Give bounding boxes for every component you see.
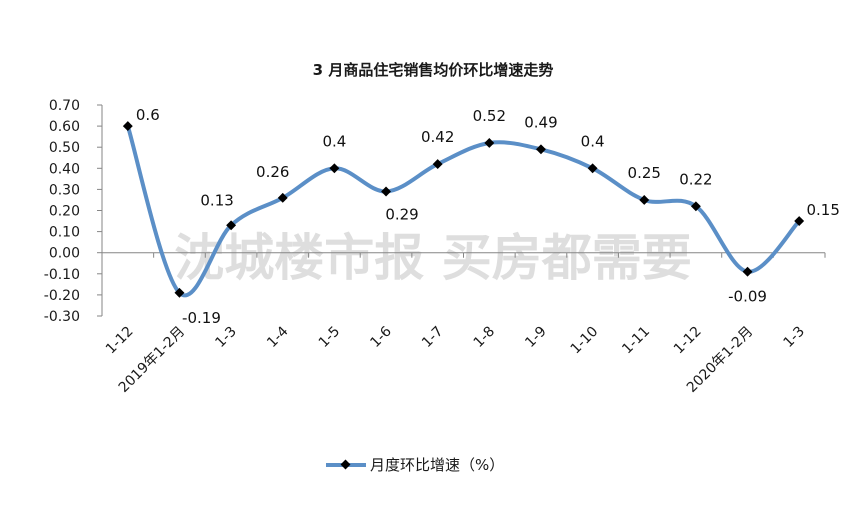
data-series bbox=[122, 121, 805, 298]
data-label: 0.13 bbox=[200, 191, 233, 209]
data-label: 0.6 bbox=[136, 106, 160, 124]
x-tick-label: 1-12 bbox=[103, 324, 137, 358]
diamond-marker-icon bbox=[639, 195, 650, 205]
x-tick-label: 1-12 bbox=[671, 324, 705, 358]
diamond-marker-icon bbox=[794, 216, 805, 226]
y-tick-label: 0.10 bbox=[49, 225, 80, 241]
data-label: 0.22 bbox=[679, 170, 712, 188]
diamond-marker-icon bbox=[329, 163, 340, 174]
x-tick-label: 1-3 bbox=[212, 324, 239, 351]
x-tick-label: 1-6 bbox=[367, 323, 395, 351]
diamond-marker-icon bbox=[226, 220, 237, 231]
y-axis: 0.70 0.60 0.50 0.40 0.30 0.20 0.10 0.00 -0.10 -0.… bbox=[44, 98, 103, 325]
data-labels: 0.6 -0.19 0.13 0.26 0.4 0.29 0.42 0.52 0.49 0.4 0.… bbox=[136, 106, 840, 327]
y-tick-label: 0.70 bbox=[49, 98, 80, 114]
diamond-marker-icon bbox=[742, 266, 753, 277]
legend: 月度环比增速（%） bbox=[326, 456, 504, 474]
y-tick-label: 0.60 bbox=[49, 119, 80, 135]
watermark: 沈城楼市报 买房都需要 bbox=[174, 229, 691, 287]
y-tick-label: 0.50 bbox=[49, 140, 80, 156]
data-label: 0.42 bbox=[421, 128, 454, 146]
diamond-marker-icon bbox=[690, 201, 701, 212]
y-tick-label: -0.20 bbox=[44, 288, 80, 304]
x-tick-label: 1-4 bbox=[264, 323, 292, 351]
diamond-marker-icon bbox=[587, 163, 598, 174]
x-tick-label: 1-3 bbox=[781, 324, 808, 351]
data-label: -0.09 bbox=[728, 288, 767, 306]
diamond-marker-icon bbox=[432, 159, 443, 170]
y-tick-label: 0.30 bbox=[49, 182, 80, 198]
x-tick-label: 1-9 bbox=[522, 324, 549, 351]
y-tick-label: 0.20 bbox=[49, 204, 80, 220]
diamond-marker-icon bbox=[277, 192, 288, 203]
data-label: 0.29 bbox=[385, 206, 418, 224]
watermark-text: 沈城楼市报 买房都需要 bbox=[174, 229, 691, 287]
data-label: 0.25 bbox=[628, 164, 661, 182]
y-tick-label: 0.40 bbox=[49, 161, 80, 177]
legend-label: 月度环比增速（%） bbox=[370, 456, 504, 474]
data-label: 0.15 bbox=[806, 201, 839, 219]
legend-marker-icon bbox=[340, 459, 351, 470]
diamond-marker-icon bbox=[381, 186, 391, 197]
diamond-marker-icon bbox=[174, 287, 185, 298]
diamond-marker-icon bbox=[122, 121, 133, 132]
x-tick-label: 1-7 bbox=[419, 324, 446, 351]
data-label: 0.26 bbox=[256, 163, 289, 181]
x-tick-label: 1-10 bbox=[568, 324, 602, 358]
y-tick-label: -0.10 bbox=[44, 267, 80, 283]
y-tick-label: 0.00 bbox=[49, 246, 80, 262]
diamond-marker-icon bbox=[484, 138, 495, 148]
x-tick-label: 1-5 bbox=[316, 324, 343, 351]
diamond-marker-icon bbox=[536, 144, 546, 155]
data-label: 0.49 bbox=[524, 113, 557, 131]
chart-title: 3 月商品住宅销售均价环比增速走势 bbox=[313, 61, 554, 79]
data-label: -0.19 bbox=[182, 309, 221, 327]
data-label: 0.52 bbox=[473, 107, 506, 125]
x-tick-label: 1-11 bbox=[619, 324, 653, 358]
data-label: 0.4 bbox=[322, 132, 346, 150]
y-tick-label: -0.30 bbox=[44, 309, 80, 325]
data-label: 0.4 bbox=[581, 132, 605, 150]
x-tick-label: 1-8 bbox=[471, 324, 498, 351]
